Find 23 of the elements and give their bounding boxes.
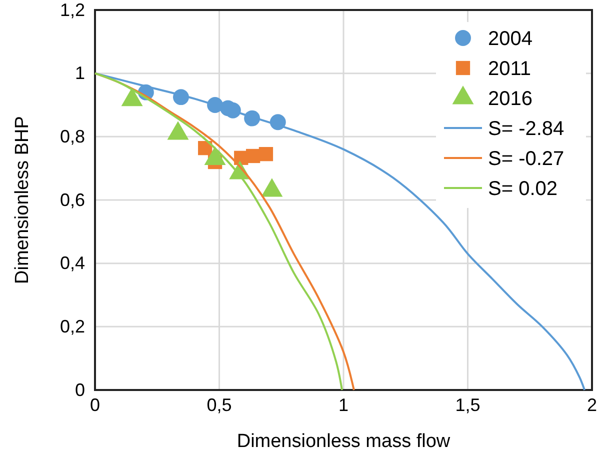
x-tick-label: 1 bbox=[338, 394, 349, 415]
y-tick-label: 0 bbox=[74, 380, 85, 400]
point bbox=[246, 148, 260, 164]
y-tick-label: 0,8 bbox=[60, 126, 85, 146]
y-tick-label: 0,4 bbox=[60, 253, 85, 274]
x-tick-label: 0,5 bbox=[206, 394, 232, 415]
x-tick-label: 1,5 bbox=[455, 394, 480, 415]
legend-label: S= -0.27 bbox=[488, 148, 564, 170]
y-tick-label: 0,6 bbox=[60, 190, 85, 210]
legend-label: S= 0.02 bbox=[488, 178, 558, 200]
y-axis-title: Dimensionless BHP bbox=[12, 116, 33, 284]
x-tick-label: 2 bbox=[586, 394, 598, 415]
point bbox=[198, 140, 212, 156]
y-tick-label: 0,2 bbox=[60, 316, 85, 336]
x-axis-title: Dimensionless mass flow bbox=[236, 431, 450, 452]
y-tick-label: 1 bbox=[74, 63, 85, 84]
y-tick-label: 1,2 bbox=[60, 0, 85, 20]
legend-label: 2016 bbox=[488, 88, 532, 110]
legend-label: S= -2.84 bbox=[488, 118, 564, 140]
point bbox=[258, 147, 274, 162]
legend-label: 2004 bbox=[488, 28, 532, 50]
legend-label: 2011 bbox=[488, 58, 532, 80]
x-tick-label: 0 bbox=[90, 394, 100, 415]
